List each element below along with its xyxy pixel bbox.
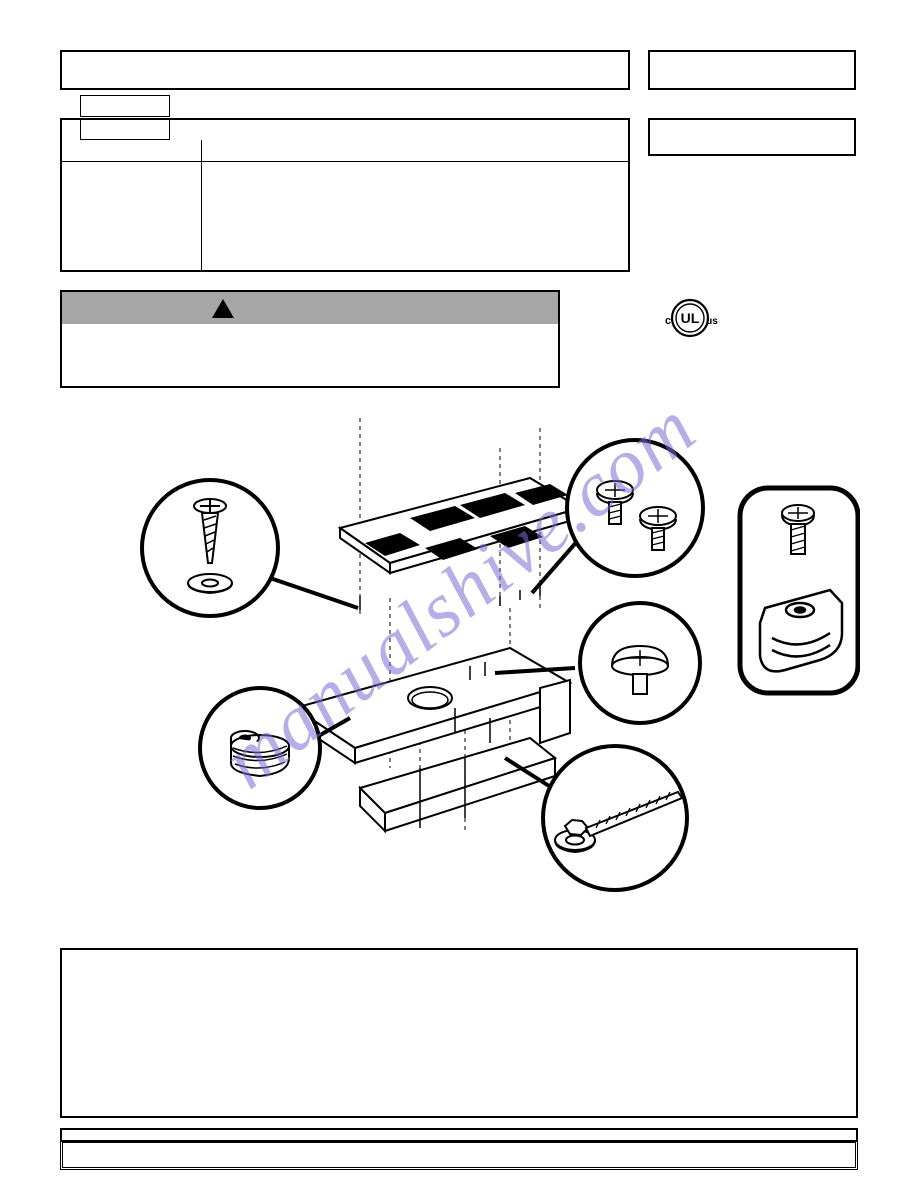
callout-wood-screw-washer: [142, 480, 358, 616]
header-row: [60, 50, 858, 90]
page-root: UL c us: [0, 0, 918, 1188]
specs-table: [60, 118, 630, 272]
warning-header: [62, 292, 558, 324]
ul-inner-text: UL: [681, 310, 700, 326]
table-row: [62, 140, 201, 162]
ul-listed-mark: UL c us: [660, 296, 720, 345]
specs-col-1: [62, 140, 202, 270]
top-screws: [360, 586, 540, 610]
model-box: [648, 50, 856, 90]
specs-body: [62, 140, 628, 270]
top-panel-part: [340, 478, 580, 610]
ul-right-label: us: [706, 316, 718, 327]
specs-row: [60, 118, 858, 272]
footer-bar: [60, 1128, 858, 1142]
side-hardware-panel: [740, 488, 858, 693]
warning-body: [62, 324, 558, 386]
warning-row: UL c us: [60, 290, 858, 388]
specs-inner-tab: [80, 120, 170, 140]
right-info-box: [648, 118, 856, 156]
header-small-tab: [80, 95, 170, 117]
title-box: [60, 50, 630, 90]
instructions-box: [60, 948, 858, 1118]
specs-col-2: [202, 140, 628, 270]
warning-triangle-icon: [212, 299, 234, 318]
flat-washer-icon: [188, 574, 232, 593]
ul-left-label: c: [665, 315, 671, 327]
footer-note-box: [60, 1140, 858, 1170]
table-row: [202, 140, 628, 162]
exploded-diagram: [60, 398, 858, 938]
warning-box: [60, 290, 560, 388]
